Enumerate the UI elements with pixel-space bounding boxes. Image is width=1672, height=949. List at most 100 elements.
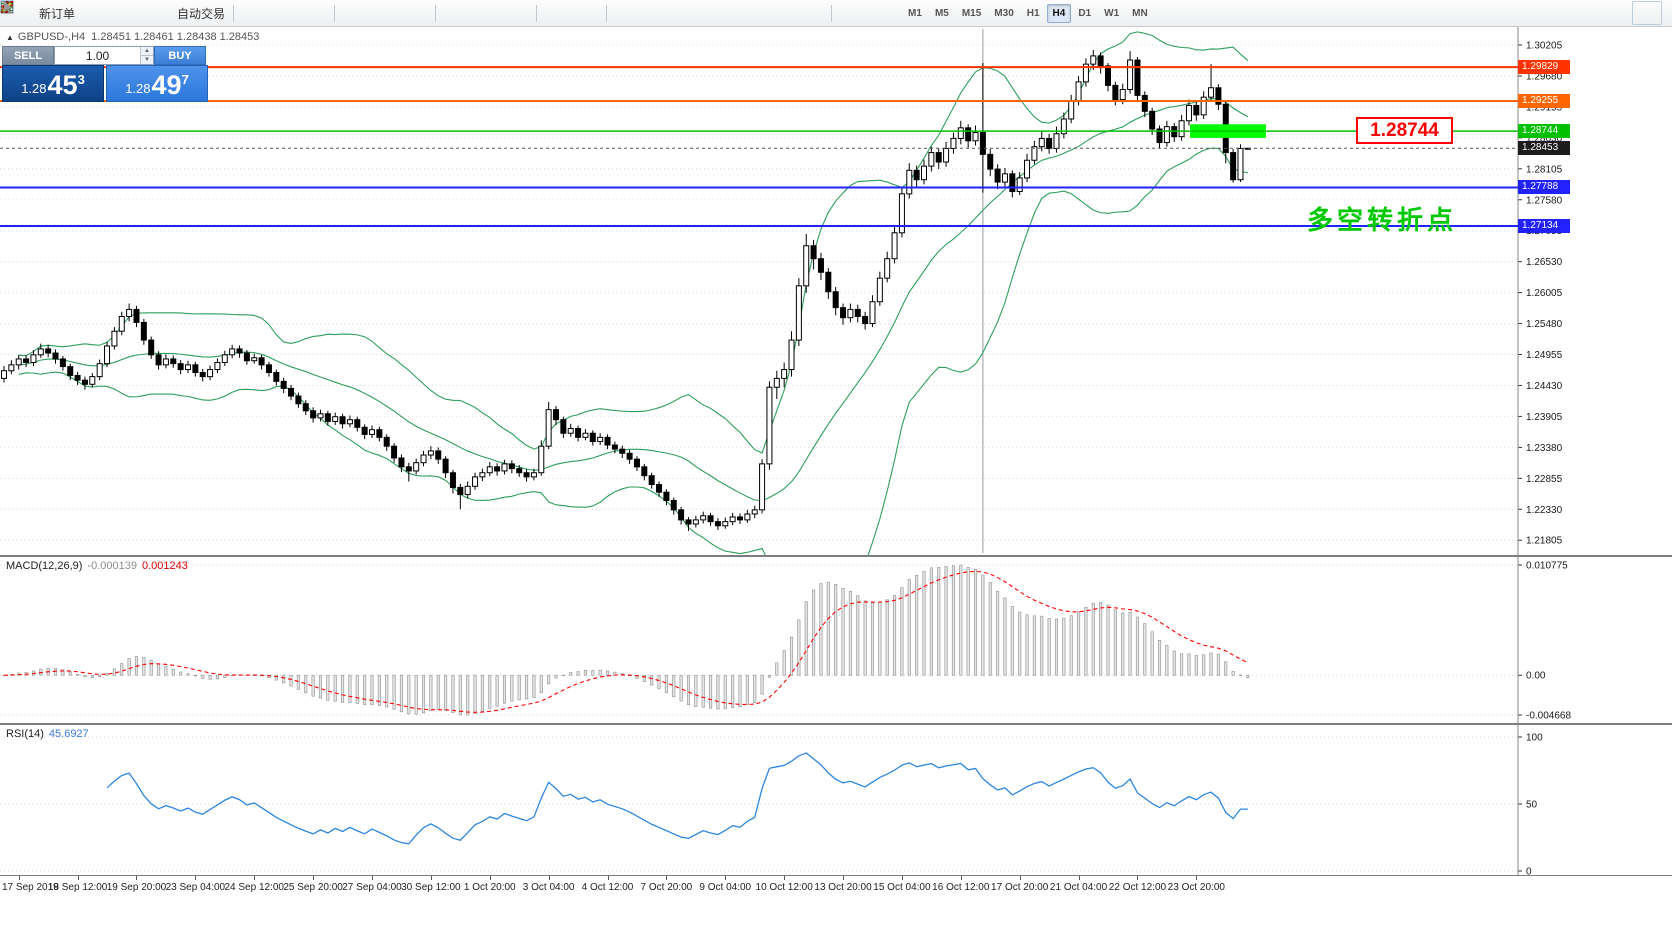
rsi-panel[interactable]: 100 50 0 RSI(14) 45.6927 <box>0 725 1672 875</box>
time-axis-tick <box>136 876 138 880</box>
trendline-tool-button[interactable] <box>0 0 703 25</box>
volume-field[interactable]: 1.00 ▲ ▼ <box>54 46 154 65</box>
time-axis-label: 16 Oct 12:00 <box>932 882 990 893</box>
horizontal-line-tool-button[interactable] <box>1 1 672 25</box>
main-chart-panel[interactable]: 1.302051.296801.291551.286301.281051.275… <box>0 27 1672 555</box>
sell-price-button[interactable]: 1.28 45 3 <box>2 65 104 102</box>
candlestick-chart[interactable]: 1.302051.296801.291551.286301.281051.275… <box>0 27 1672 555</box>
timeframe-m15-button[interactable]: M15 <box>961 7 982 19</box>
time-axis-label: 23 Oct 20:00 <box>1167 882 1225 893</box>
macd-label-row: MACD(12,26,9) -0.000139 0.001243 <box>6 560 188 572</box>
new-order-button[interactable]: 新订单 <box>1 0 79 25</box>
buy-button-small[interactable]: BUY <box>154 46 206 65</box>
text-tool-button[interactable]: A <box>3 0 796 25</box>
timeframe-d1-button[interactable]: D1 <box>1078 7 1092 19</box>
templates-button[interactable] <box>1 1 532 25</box>
time-axis-tick <box>1019 876 1021 880</box>
rsi-axis-label: 50 <box>1526 800 1538 811</box>
time-axis-label: 9 Oct 04:00 <box>699 882 752 893</box>
data-window-button[interactable] <box>0 1 141 25</box>
timeframe-mn-button[interactable]: MN <box>1132 7 1148 19</box>
price-axis-label: 1.25480 <box>1526 319 1563 330</box>
rsi-axis-label: 100 <box>1526 733 1543 744</box>
chart-info-bar: ▲ GBPUSD-,H4 1.28451 1.28461 1.28438 1.284… <box>6 31 259 43</box>
zoom-in-button[interactable] <box>0 0 369 25</box>
market-watch-button[interactable] <box>0 0 110 25</box>
timeframe-h1-button[interactable]: H1 <box>1026 7 1040 19</box>
one-click-collapse-icon[interactable]: ▲ <box>6 33 14 42</box>
crosshair-button[interactable] <box>1 1 602 25</box>
channel-tool-button[interactable] <box>0 1 734 25</box>
vertical-line-tool-button[interactable] <box>6 1 641 25</box>
volume-spinner: ▲ ▼ <box>140 47 153 64</box>
price-axis-label: 1.28630 <box>1526 133 1563 144</box>
price-axis-label: 1.22855 <box>1526 474 1563 485</box>
price-axis-label: 1.26530 <box>1526 257 1563 268</box>
time-axis-tick <box>77 876 79 880</box>
time-axis[interactable]: 17 Sep 2019 18 Sep 12:00 19 Sep 20:00 23 Se… <box>0 875 1672 900</box>
tile-windows-button[interactable] <box>0 0 431 25</box>
bar-chart-mode-button[interactable] <box>1 1 268 25</box>
timeframe-m5-button[interactable]: M5 <box>934 7 949 19</box>
price-axis-label: 1.24430 <box>1526 381 1563 392</box>
symbol-period-label: GBPUSD-,H4 <box>17 31 86 43</box>
periods-button[interactable] <box>1 1 501 25</box>
price-axis-label: 1.23380 <box>1526 443 1563 454</box>
price-axis-label: 1.23905 <box>1526 412 1563 423</box>
macd-panel[interactable]: 0.010775 0.00 -0.004668 MACD(12,26,9) -0.00… <box>0 557 1672 723</box>
panel-splitter-1[interactable] <box>0 555 1672 557</box>
toolbar-separator <box>831 4 833 22</box>
line-chart-mode-button[interactable] <box>0 1 330 25</box>
toolbar-separator <box>536 4 538 22</box>
zoom-out-button[interactable] <box>0 0 400 25</box>
timeframe-m1-button[interactable]: M1 <box>908 7 922 19</box>
time-axis-label: 4 Oct 12:00 <box>581 882 634 893</box>
chinese-note-object[interactable]: 多空转折点 <box>1307 205 1458 235</box>
indicators-list-button[interactable] <box>0 1 470 25</box>
time-axis-tick <box>1078 876 1080 880</box>
time-axis-label: 3 Oct 04:00 <box>522 882 575 893</box>
macd-axis-label: -0.004668 <box>1526 711 1571 722</box>
time-axis-tick <box>607 876 609 880</box>
time-axis-tick <box>548 876 550 880</box>
arrows-tool-button[interactable] <box>1 1 827 25</box>
macd-axis-label: 0.00 <box>1526 671 1546 682</box>
navigator-button[interactable] <box>0 0 172 25</box>
time-axis-label: 13 Oct 20:00 <box>814 882 872 893</box>
cursor-button[interactable] <box>4 1 571 25</box>
price-axis-label: 1.30205 <box>1526 41 1563 52</box>
autotrading-button[interactable]: 自动交易 <box>0 0 229 25</box>
toolbar: 新订单 自动交易A M1 M5 M15 M30 H1 H4 D1 W1 MN <box>0 0 1672 27</box>
macd-chart: 0.010775 0.00 -0.004668 <box>0 557 1571 723</box>
macd-value: -0.000139 <box>87 560 137 572</box>
toolbar-separator <box>606 4 608 22</box>
time-axis-label: 18 Sep 12:00 <box>47 882 108 893</box>
time-axis-label: 1 Oct 20:00 <box>463 882 516 893</box>
rsi-value: 45.6927 <box>48 728 89 740</box>
time-axis-label: 17 Oct 20:00 <box>991 882 1049 893</box>
time-axis-tick <box>725 876 727 880</box>
volume-decrease-button[interactable]: ▼ <box>141 56 153 64</box>
time-axis-label: 22 Oct 12:00 <box>1108 882 1167 893</box>
panel-splitter-2[interactable] <box>0 723 1672 725</box>
timeframe-h4-button[interactable]: H4 <box>1046 3 1072 23</box>
timeframe-m30-button[interactable]: M30 <box>994 7 1014 19</box>
buy-price-button[interactable]: 1.28 49 7 <box>106 65 208 102</box>
timeframe-w1-button[interactable]: W1 <box>1104 7 1120 19</box>
fibonacci-tool-button[interactable] <box>1 1 765 25</box>
pointer-icon <box>4 1 12 13</box>
time-axis-label: 10 Oct 12:00 <box>755 882 813 893</box>
time-axis-label: 30 Sep 12:00 <box>401 882 461 893</box>
price-axis-label: 1.24955 <box>1526 350 1563 361</box>
edit-button[interactable] <box>1 1 1628 25</box>
candlestick-mode-button[interactable] <box>1 1 299 25</box>
price-callout-object[interactable]: 1.28744 <box>1356 117 1453 144</box>
macd-axis-label: 0.010775 <box>1526 561 1568 572</box>
one-click-trading-panel: SELL 1.00 ▲ ▼ BUY 1.28 45 3 1.28 49 7 <box>2 46 208 102</box>
sell-button-small[interactable]: SELL <box>2 46 54 65</box>
volume-increase-button[interactable]: ▲ <box>141 47 153 56</box>
toolbar-separator <box>435 4 437 22</box>
pointer-button[interactable] <box>4 1 1662 25</box>
price-tag: 1.27134 <box>1518 219 1570 234</box>
sell-price-sup: 3 <box>77 72 85 87</box>
